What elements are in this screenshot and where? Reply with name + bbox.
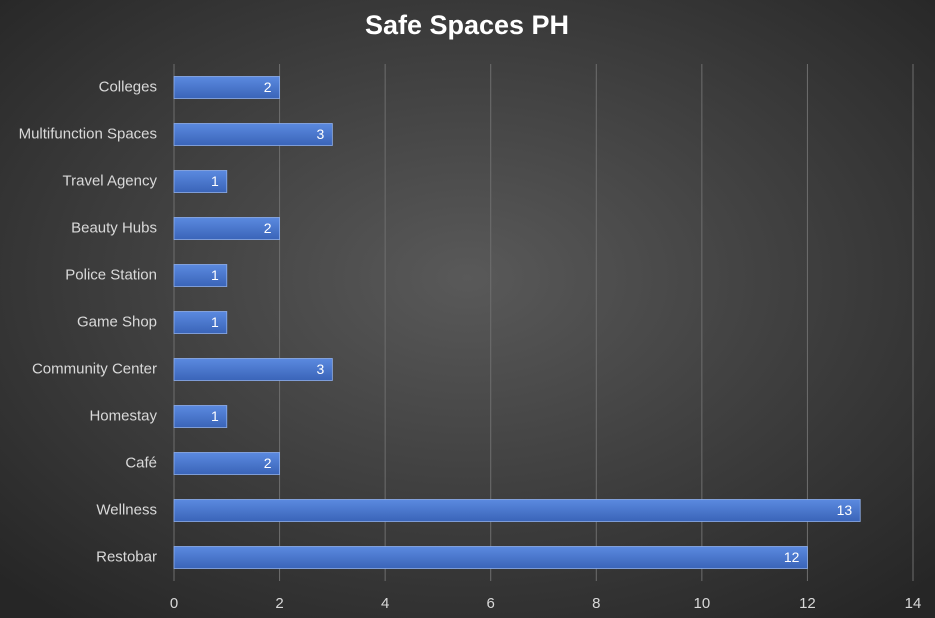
x-tick-label: 6 bbox=[487, 595, 495, 612]
y-tick-label: Wellness bbox=[96, 501, 157, 518]
bar bbox=[173, 170, 228, 193]
value-label: 1 bbox=[211, 408, 219, 424]
value-label: 3 bbox=[317, 361, 325, 377]
bar bbox=[173, 311, 228, 334]
x-tick-label: 0 bbox=[170, 595, 178, 612]
bar bbox=[173, 217, 280, 240]
value-label: 12 bbox=[784, 549, 800, 565]
y-tick-label: Café bbox=[125, 454, 157, 471]
bar bbox=[173, 264, 228, 287]
value-label: 1 bbox=[211, 173, 219, 189]
value-label: 13 bbox=[837, 502, 853, 518]
x-tick-label: 10 bbox=[694, 595, 711, 612]
value-label: 2 bbox=[264, 220, 272, 236]
x-tick-label: 4 bbox=[381, 595, 389, 612]
bar bbox=[173, 123, 333, 146]
value-label: 1 bbox=[211, 314, 219, 330]
y-tick-label: Colleges bbox=[99, 78, 157, 95]
bar bbox=[173, 405, 228, 428]
value-label: 2 bbox=[264, 79, 272, 95]
y-tick-label: Homestay bbox=[89, 407, 157, 424]
y-tick-label: Community Center bbox=[32, 360, 157, 377]
x-tick-label: 14 bbox=[905, 595, 922, 612]
y-tick-label: Beauty Hubs bbox=[71, 219, 157, 236]
value-label: 2 bbox=[264, 455, 272, 471]
y-tick-label: Multifunction Spaces bbox=[19, 125, 157, 142]
y-tick-label: Restobar bbox=[96, 548, 157, 565]
x-tick-label: 12 bbox=[799, 595, 816, 612]
y-tick-label: Game Shop bbox=[77, 313, 157, 330]
y-tick-label: Travel Agency bbox=[63, 172, 158, 189]
bar bbox=[173, 546, 808, 569]
x-tick-label: 8 bbox=[592, 595, 600, 612]
bar bbox=[173, 499, 861, 522]
bar bbox=[173, 452, 280, 475]
bar bbox=[173, 76, 280, 99]
value-label: 3 bbox=[317, 126, 325, 142]
bar bbox=[173, 358, 333, 381]
value-label: 1 bbox=[211, 267, 219, 283]
x-tick-label: 2 bbox=[275, 595, 283, 612]
y-tick-label: Police Station bbox=[65, 266, 157, 283]
chart-title: Safe Spaces PH bbox=[365, 10, 569, 40]
